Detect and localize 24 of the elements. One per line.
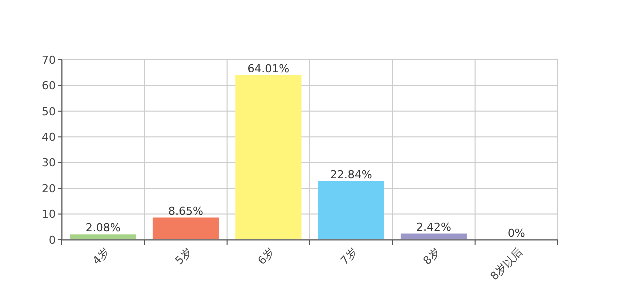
y-tick-label: 30 xyxy=(42,156,56,170)
x-tick-label: 6岁 xyxy=(256,246,278,268)
x-tick-label: 5岁 xyxy=(172,246,195,268)
x-tick-label: 4岁 xyxy=(90,246,112,268)
x-tick-label: 8岁 xyxy=(420,246,443,268)
data-label: 0% xyxy=(508,227,526,240)
data-label: 64.01% xyxy=(248,62,290,76)
data-label: 8.65% xyxy=(168,204,204,218)
bar xyxy=(318,181,384,240)
y-tick-label: 50 xyxy=(42,105,56,118)
y-tick-label: 0 xyxy=(49,234,56,247)
y-tick-label: 10 xyxy=(42,208,56,222)
data-label: 2.08% xyxy=(86,222,121,235)
x-tick-label: 7岁 xyxy=(338,246,360,268)
x-tick-label: 8岁以后 xyxy=(488,246,526,284)
data-label: 2.42% xyxy=(416,220,452,234)
bar xyxy=(70,234,136,240)
y-tick-label: 60 xyxy=(42,80,56,93)
bar xyxy=(236,75,302,240)
y-tick-label: 20 xyxy=(42,182,56,196)
y-tick-label: 70 xyxy=(42,54,56,67)
y-tick-label: 40 xyxy=(42,130,56,144)
data-label: 22.84% xyxy=(330,168,372,182)
bar xyxy=(152,218,220,240)
